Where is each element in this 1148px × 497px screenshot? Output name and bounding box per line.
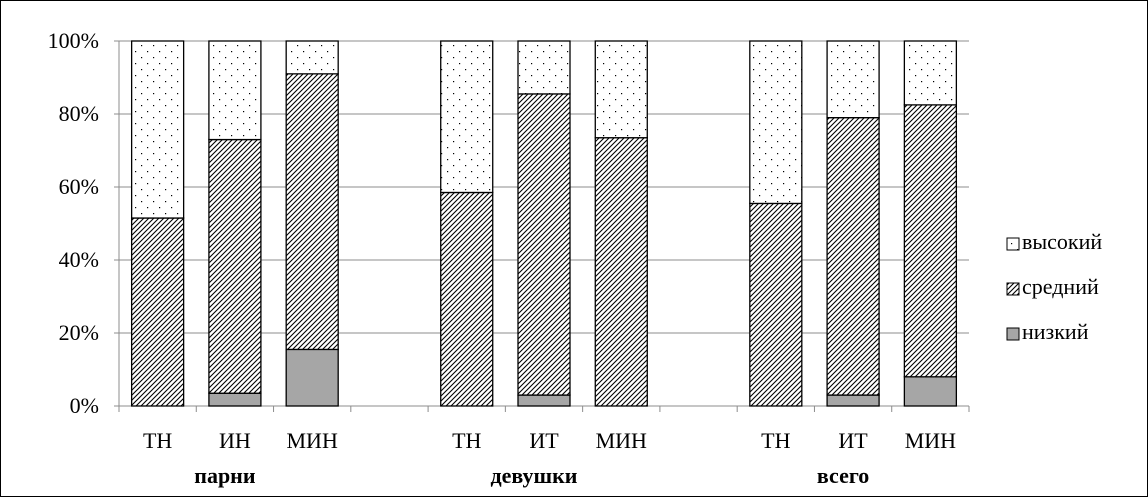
legend-label: высокий [1022, 229, 1102, 254]
axis-labels: 0% 20% 40% 60% 80% 100% ТН ИН МИН ТН ИТ МИН ТН ИТ МИН п… [48, 28, 956, 488]
x-tick-label: ИТ [529, 428, 559, 453]
bar-segment-dots [440, 40, 494, 194]
bar-segment-solid-gray [517, 394, 571, 407]
bar-segment-diagonal-hatch [749, 202, 803, 407]
x-tick-label: ТН [452, 428, 481, 453]
x-tick-label: ТН [143, 428, 172, 453]
bar-segment-solid-gray [826, 394, 880, 407]
bar-segment-dots [208, 40, 262, 141]
bar-segment-dots [749, 40, 803, 205]
legend-swatch [1006, 237, 1020, 251]
legend-swatch [1006, 282, 1020, 296]
bar-segment-solid-gray [903, 376, 958, 407]
bar-segment-solid-gray [208, 392, 262, 407]
x-tick-label: МИН [905, 428, 956, 453]
x-tick-label: МИН [596, 428, 647, 453]
y-tick-label: 80% [59, 101, 99, 126]
bars [130, 40, 958, 407]
bar-segment-diagonal-hatch [826, 117, 880, 396]
bar-segment-dots [903, 40, 958, 106]
legend-swatch [1006, 327, 1020, 341]
y-tick-label: 20% [59, 320, 99, 345]
group-label: всего [817, 463, 869, 488]
y-tick-label: 60% [59, 174, 99, 199]
bar-segment-dots [130, 40, 185, 219]
bar-segment-diagonal-hatch [285, 73, 339, 351]
legend-label: средний [1022, 274, 1099, 299]
y-tick-label: 0% [70, 393, 99, 418]
bar-segment-dots [285, 40, 339, 75]
bar-segment-diagonal-hatch [517, 93, 571, 396]
bar-segment-diagonal-hatch [594, 137, 648, 407]
x-tick-label: ИТ [838, 428, 868, 453]
y-tick-label: 100% [48, 28, 99, 53]
bar-segment-diagonal-hatch [130, 217, 185, 407]
group-label: парни [194, 463, 256, 488]
x-tick-label: ИН [219, 428, 251, 453]
bar-segment-diagonal-hatch [903, 104, 958, 378]
bar-segment-dots [517, 40, 571, 95]
legend-label: низкий [1022, 319, 1089, 344]
legend: высокий средний низкий [1006, 229, 1102, 344]
x-tick-label: МИН [287, 428, 338, 453]
y-tick-label: 40% [59, 247, 99, 272]
bar-segment-dots [826, 40, 880, 119]
bar-segment-dots [594, 40, 648, 139]
bar-segment-diagonal-hatch [208, 138, 262, 394]
bar-segment-diagonal-hatch [440, 191, 494, 407]
group-label: девушки [491, 463, 578, 488]
bar-segment-solid-gray [285, 348, 339, 407]
x-tick-label: ТН [761, 428, 790, 453]
